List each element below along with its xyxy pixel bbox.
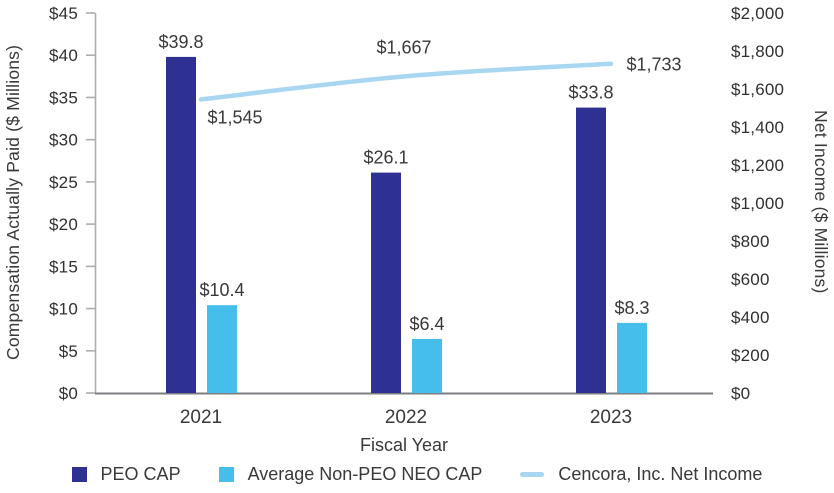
left-axis-tick-label: $40 [49,46,78,65]
bar-value-label-non-peo-neo-cap-2021: $10.4 [199,280,244,300]
line-value-label-2023: $1,733 [626,55,681,75]
legend: PEO CAP Average Non-PEO NEO CAP Cencora,… [0,464,834,485]
right-axis-tick-label: $600 [731,270,770,289]
legend-label-net-income: Cencora, Inc. Net Income [558,464,763,484]
category-label-2021: 2021 [180,407,222,428]
bar-peo-cap-2022 [371,172,401,393]
right-axis-tick-label: $1,600 [731,80,784,99]
right-axis-tick-label: $0 [731,384,750,403]
right-axis-tick-label: $1,200 [731,156,784,175]
left-axis-title: Compensation Actually Paid ($ Millions) [3,44,23,360]
bar-peo-cap-2023 [576,107,606,394]
left-axis-tick-label: $15 [49,257,78,276]
peo-cap-swatch-icon [71,467,87,482]
category-label-2022: 2022 [385,407,427,428]
right-axis-title: Net Income ($ Millions) [811,110,831,294]
bar-non-peo-neo-cap-2023 [617,322,647,393]
right-axis-tick-label: $1,800 [731,42,784,61]
bar-value-label-non-peo-neo-cap-2022: $6.4 [409,314,444,334]
left-axis-tick-label: $30 [49,131,78,150]
bar-value-label-peo-cap-2021: $39.8 [158,32,203,52]
bar-value-label-peo-cap-2022: $26.1 [363,148,408,168]
bar-value-label-peo-cap-2023: $33.8 [568,83,613,103]
left-axis-tick-label: $0 [59,384,78,403]
left-axis-tick-label: $25 [49,173,78,192]
legend-label-non-peo-neo-cap: Average Non-PEO NEO CAP [247,464,483,484]
line-value-label-2022: $1,667 [376,37,431,57]
legend-label-peo-cap: PEO CAP [100,464,181,484]
right-axis-tick-label: $1,000 [731,194,784,213]
bar-peo-cap-2021 [166,56,196,394]
right-axis-tick-label: $400 [731,308,770,327]
right-axis-tick-label: $2,000 [731,4,784,23]
x-axis-title: Fiscal Year [359,435,449,455]
bar-value-label-non-peo-neo-cap-2023: $8.3 [614,298,649,318]
left-axis-tick-label: $5 [59,342,78,361]
right-axis-tick-label: $800 [731,232,770,251]
category-label-2023: 2023 [590,407,632,428]
left-axis-tick-label: $10 [49,300,78,319]
legend-item-non-peo-neo-cap: Average Non-PEO NEO CAP [218,464,483,485]
left-axis-tick-label: $45 [49,4,78,23]
right-axis-tick-label: $200 [731,346,770,365]
legend-item-net-income: Cencora, Inc. Net Income [520,464,762,485]
net-income-line [198,61,614,102]
line-value-label-2021: $1,545 [207,107,262,127]
right-axis-tick-label: $1,400 [731,118,784,137]
non-peo-swatch-icon [218,467,234,482]
bar-non-peo-neo-cap-2021 [207,305,237,393]
bar-non-peo-neo-cap-2022 [412,338,442,393]
left-axis-tick-label: $35 [49,88,78,107]
net-income-line-swatch-icon [520,472,545,477]
legend-item-peo-cap: PEO CAP [71,464,181,485]
left-axis-tick-label: $20 [49,215,78,234]
